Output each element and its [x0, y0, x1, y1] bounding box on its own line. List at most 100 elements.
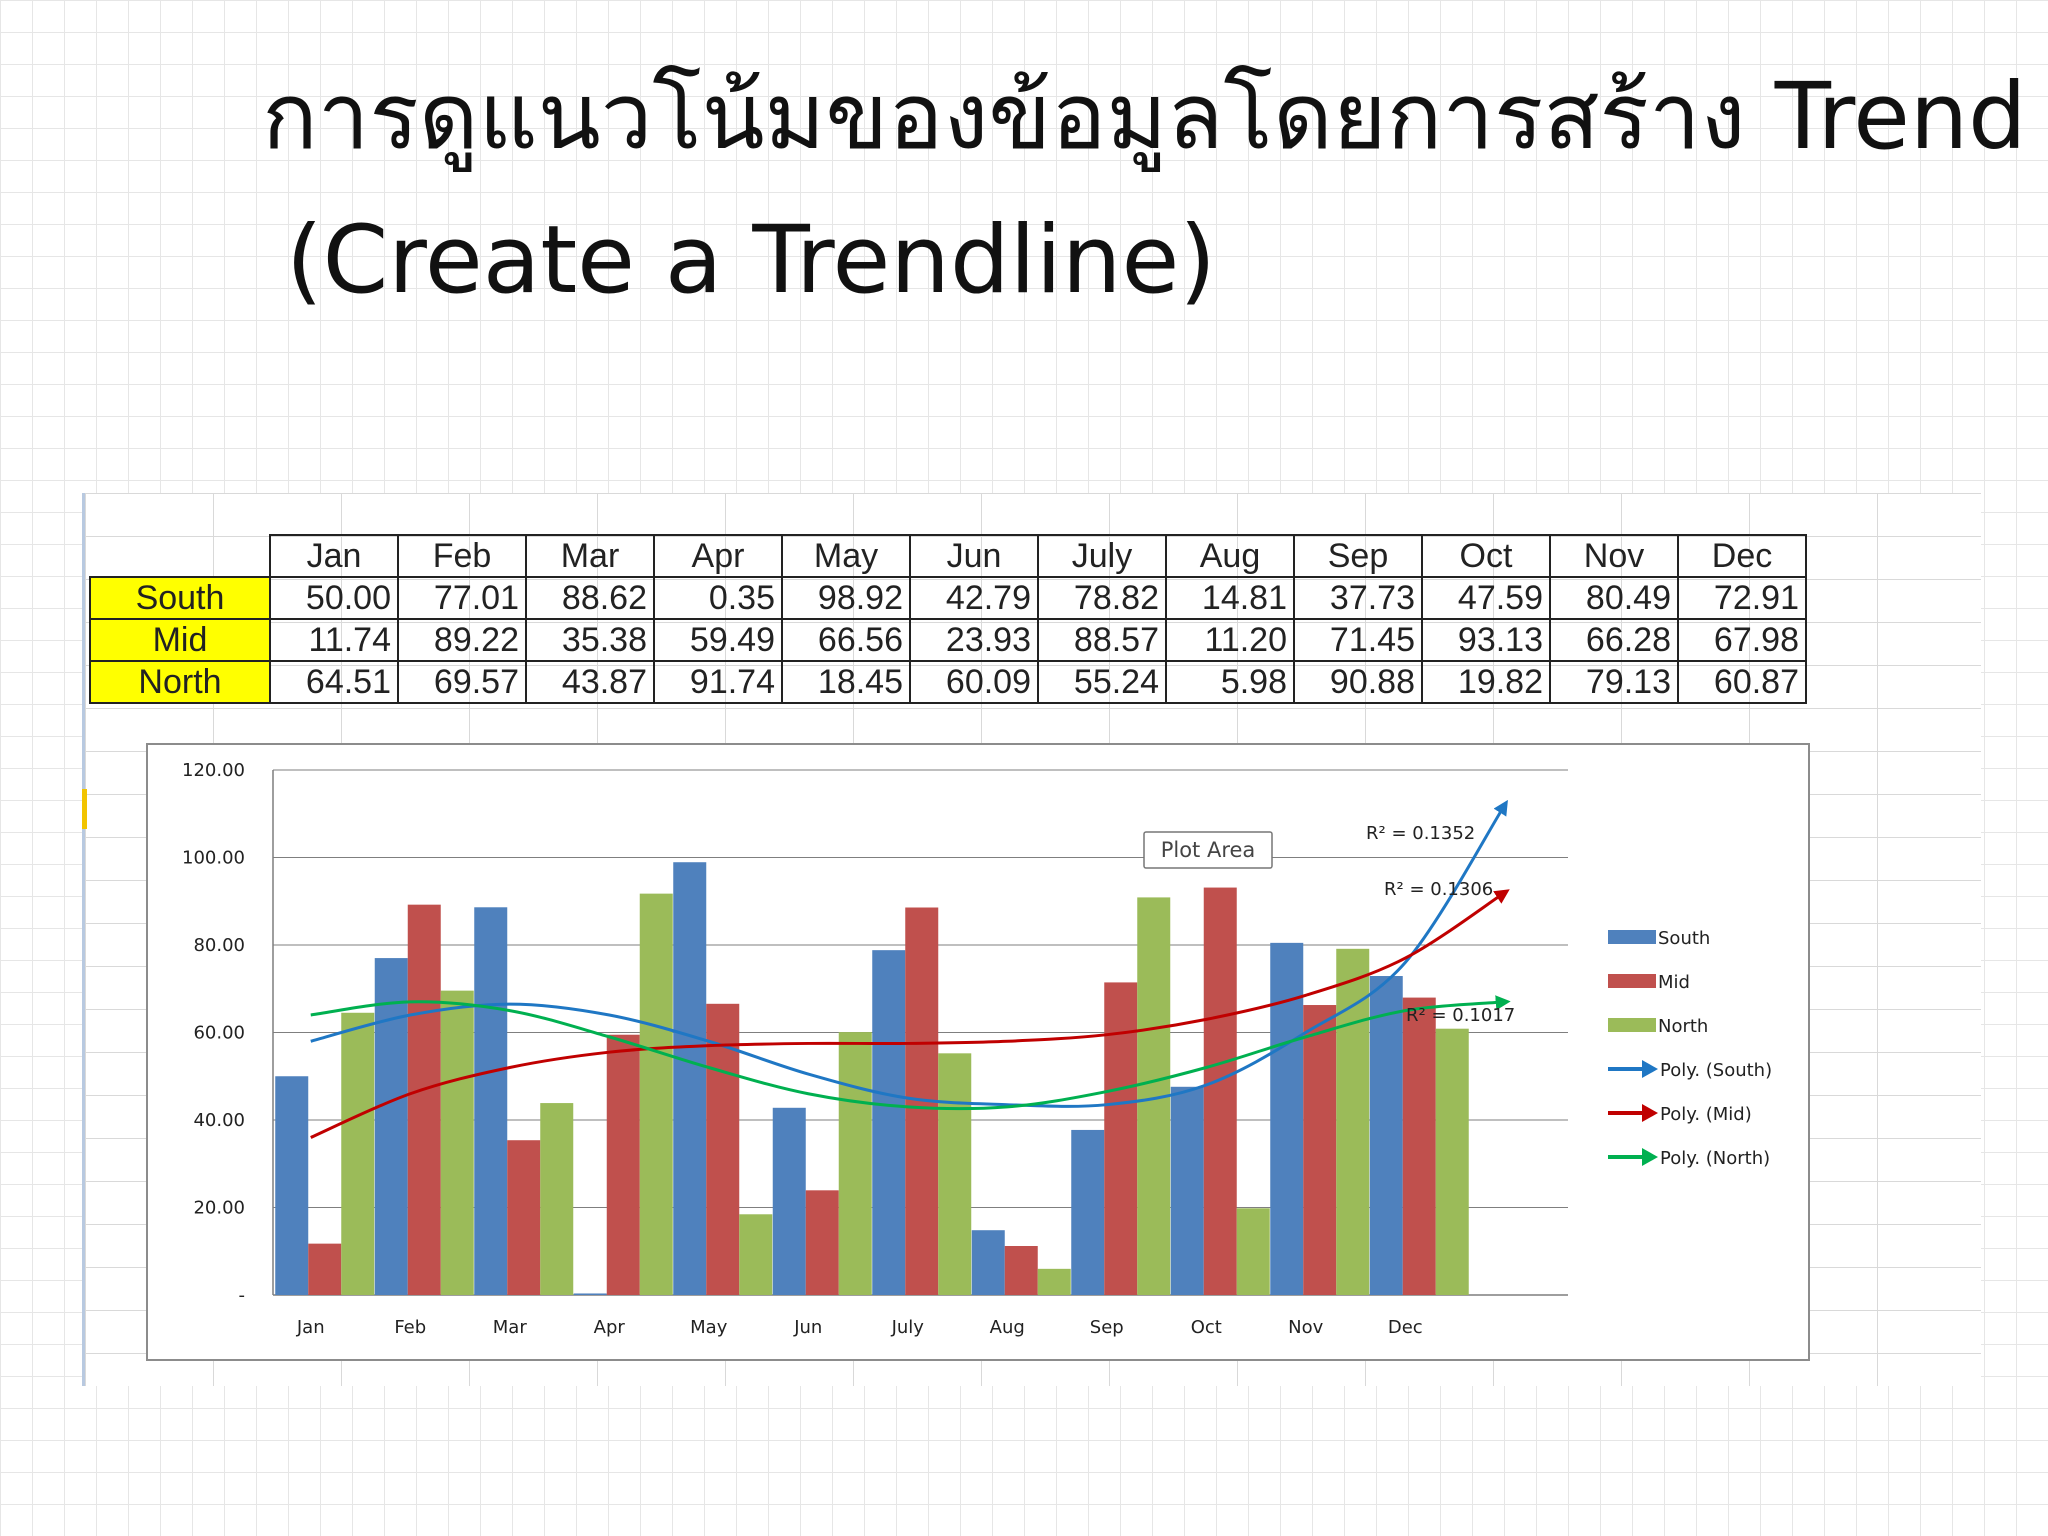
table-header-oct: Oct	[1421, 534, 1551, 578]
table-row-south: South 50.00 77.01 88.62 0.35 98.92 42.79 78.82 1…	[89, 576, 1807, 620]
table-cell: 19.82	[1421, 660, 1551, 704]
table-cell: 35.38	[525, 618, 655, 662]
legend-swatch-mid	[1608, 974, 1656, 988]
bar-mid	[507, 1140, 541, 1295]
x-tick-label: Jan	[296, 1317, 325, 1338]
legend-swatch-south	[1608, 930, 1656, 944]
table-header-mar: Mar	[525, 534, 655, 578]
bar-south	[673, 862, 707, 1295]
legend-label: Poly. (Mid)	[1660, 1104, 1752, 1125]
legend-swatch-north	[1608, 1018, 1656, 1032]
table-row-label: North	[89, 660, 271, 704]
bar-mid	[1203, 887, 1237, 1295]
table-cell: 66.56	[781, 618, 911, 662]
y-tick-label: 120.00	[182, 760, 245, 781]
table-cell: 55.24	[1037, 660, 1167, 704]
table-cell: 14.81	[1165, 576, 1295, 620]
trendline-poly-mid	[310, 889, 1510, 1139]
table-header-may: May	[781, 534, 911, 578]
table-header-feb: Feb	[397, 534, 527, 578]
table-cell: 59.49	[653, 618, 783, 662]
legend-arrow-icon	[1642, 1060, 1658, 1078]
row-selection-marker	[82, 789, 87, 829]
table-header-july: July	[1037, 534, 1167, 578]
bar-mid	[1004, 1246, 1038, 1295]
x-tick-label: Sep	[1090, 1317, 1124, 1338]
bar-north	[938, 1053, 972, 1295]
table-cell: 98.92	[781, 576, 911, 620]
x-tick-label: Apr	[594, 1317, 626, 1338]
bar-mid	[805, 1190, 839, 1295]
bar-north	[440, 990, 474, 1295]
bar-mid	[1402, 997, 1436, 1295]
x-tick-label: Feb	[394, 1317, 426, 1338]
y-tick-label: 20.00	[193, 1198, 245, 1219]
table-header-row: Jan Feb Mar Apr May Jun July Aug Sep Oct Nov Dec	[90, 534, 1807, 578]
r-squared-label: R² = 0.1352	[1366, 823, 1475, 844]
x-tick-label: May	[690, 1317, 728, 1338]
table-cell: 89.22	[397, 618, 527, 662]
bar-south	[374, 958, 408, 1295]
table-cell: 79.13	[1549, 660, 1679, 704]
table-cell: 72.91	[1677, 576, 1807, 620]
y-tick-label: 40.00	[193, 1110, 245, 1131]
data-table: Jan Feb Mar Apr May Jun July Aug Sep Oct Nov Dec Sou…	[89, 534, 1807, 704]
table-header-aug: Aug	[1165, 534, 1295, 578]
bar-south	[474, 907, 508, 1295]
bar-mid	[1104, 982, 1138, 1295]
chart[interactable]: - 20.00 40.00 60.00 80.00 100.00 120.00 Jan Feb M…	[146, 743, 1810, 1361]
bar-south	[971, 1230, 1005, 1295]
table-cell: 23.93	[909, 618, 1039, 662]
trendline-poly-north	[310, 995, 1511, 1111]
bar-south	[1369, 976, 1403, 1295]
bar-south	[1270, 942, 1304, 1295]
slide-title: การดูแนวโน้มของข้อมูลโดยการสร้าง Trend	[262, 58, 2027, 176]
bar-north	[1435, 1028, 1469, 1295]
table-header-sep: Sep	[1293, 534, 1423, 578]
tooltip-text: Plot Area	[1161, 838, 1256, 862]
legend-label: Poly. (South)	[1660, 1060, 1772, 1081]
y-tick-label: 100.00	[182, 848, 245, 869]
table-cell: 64.51	[269, 660, 399, 704]
table-corner-cell	[90, 535, 270, 577]
table-cell: 71.45	[1293, 618, 1423, 662]
table-header-apr: Apr	[653, 534, 783, 578]
table-cell: 90.88	[1293, 660, 1423, 704]
bar-north	[838, 1032, 872, 1295]
bar-south	[573, 1293, 607, 1295]
table-cell: 60.09	[909, 660, 1039, 704]
table-cell: 5.98	[1165, 660, 1295, 704]
table-cell: 50.00	[269, 576, 399, 620]
bar-north	[639, 893, 673, 1295]
table-cell: 93.13	[1421, 618, 1551, 662]
table-cell: 43.87	[525, 660, 655, 704]
bar-north	[341, 1012, 375, 1295]
y-tick-label: 60.00	[193, 1023, 245, 1044]
table-cell: 67.98	[1677, 618, 1807, 662]
table-cell: 0.35	[653, 576, 783, 620]
table-cell: 47.59	[1421, 576, 1551, 620]
table-cell: 78.82	[1037, 576, 1167, 620]
bar-mid	[706, 1003, 740, 1295]
bar-mid	[407, 904, 441, 1295]
x-tick-label: July	[891, 1317, 925, 1338]
table-row-label: Mid	[89, 618, 271, 662]
bar-south	[1071, 1129, 1105, 1295]
table-cell: 88.57	[1037, 618, 1167, 662]
table-row-label: South	[89, 576, 271, 620]
table-cell: 66.28	[1549, 618, 1679, 662]
bar-south	[1170, 1086, 1204, 1295]
table-row-north: North 64.51 69.57 43.87 91.74 18.45 60.09 55.24…	[89, 660, 1807, 704]
legend-label: North	[1658, 1016, 1708, 1037]
table-cell: 11.74	[269, 618, 399, 662]
slide-title-thai: การดูแนวโน้มของข้อมูลโดยการสร้าง	[262, 63, 1746, 170]
table-cell: 11.20	[1165, 618, 1295, 662]
table-cell: 91.74	[653, 660, 783, 704]
bar-mid	[1303, 1005, 1337, 1295]
bar-north	[1236, 1208, 1270, 1295]
legend-label: South	[1658, 928, 1710, 949]
x-tick-label: Mar	[493, 1317, 528, 1338]
table-header-nov: Nov	[1549, 534, 1679, 578]
bar-north	[1037, 1268, 1071, 1295]
table-cell: 37.73	[1293, 576, 1423, 620]
